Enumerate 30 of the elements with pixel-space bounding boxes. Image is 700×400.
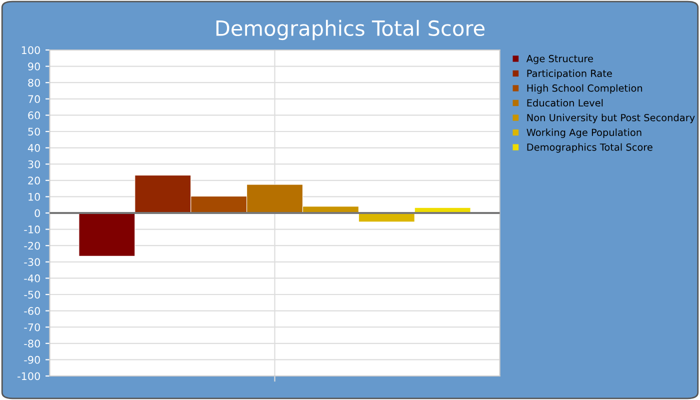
legend-label: Age Structure — [526, 54, 593, 64]
y-tick-label: 40 — [28, 144, 40, 152]
y-tick-label: -60 — [24, 307, 40, 315]
y-tick-label: 60 — [28, 111, 40, 120]
y-tick-label: 10 — [28, 192, 40, 201]
y-tick-label: -40 — [24, 274, 40, 282]
legend-label: Education Level — [527, 99, 603, 107]
legend-label: Demographics Total Score — [527, 143, 652, 153]
y-tick-label: 20 — [28, 176, 40, 185]
legend-label: High School Completion — [527, 84, 642, 94]
legend-label: Non University but Post Secondary — [527, 114, 695, 124]
y-tick-label: 90 — [28, 62, 40, 70]
y-tick-label: -70 — [24, 323, 40, 332]
chart-title: Demographics Total Score — [216, 20, 484, 40]
y-tick-label: 70 — [28, 95, 40, 104]
y-tick-label: -30 — [24, 258, 40, 266]
y-tick-label: -80 — [24, 340, 40, 348]
bar — [78, 212, 136, 256]
y-tick-label: 0 — [34, 209, 40, 218]
y-tick-label: -10 — [24, 226, 40, 234]
y-tick-label: 100 — [22, 46, 40, 54]
legend-label: Working Age Population — [526, 128, 642, 138]
y-tick-label: -100 — [18, 372, 40, 380]
y-tick-label: 30 — [28, 160, 40, 168]
legend-label: Participation Rate — [527, 70, 612, 79]
y-tick-label: -50 — [24, 290, 40, 299]
y-tick-label: 80 — [28, 78, 40, 87]
y-tick-label: -20 — [24, 242, 40, 250]
y-tick-label: -90 — [24, 356, 40, 364]
y-tick-label: 50 — [28, 128, 40, 136]
